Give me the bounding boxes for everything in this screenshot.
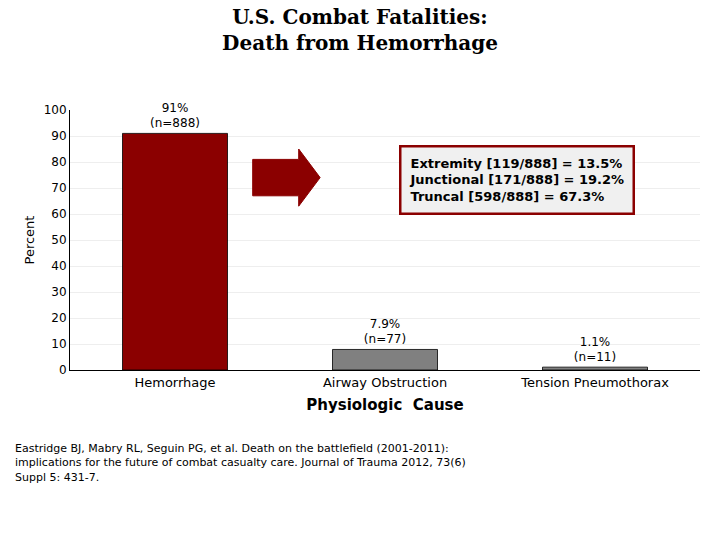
svg-text:1.1%(n=11): 1.1%(n=11) <box>574 335 616 365</box>
svg-text:60: 60 <box>51 207 66 221</box>
svg-text:Physiologic Cause: Physiologic Cause <box>306 396 463 414</box>
svg-text:Eastridge BJ, Mabry RL, Seguin: Eastridge BJ, Mabry RL, Seguin PG, et al… <box>15 442 466 484</box>
svg-text:80: 80 <box>51 155 66 169</box>
svg-text:90: 90 <box>51 129 66 143</box>
svg-text:Airway Obstruction: Airway Obstruction <box>323 375 447 390</box>
svg-text:70: 70 <box>51 181 66 195</box>
svg-text:Hemorrhage: Hemorrhage <box>134 375 215 390</box>
svg-text:50: 50 <box>51 233 66 247</box>
svg-text:Tension Pneumothorax: Tension Pneumothorax <box>520 375 669 390</box>
svg-text:30: 30 <box>51 285 66 299</box>
svg-text:100: 100 <box>44 103 67 117</box>
svg-text:40: 40 <box>51 259 66 273</box>
svg-text:91%(n=888): 91%(n=888) <box>150 101 200 131</box>
svg-text:Percent: Percent <box>22 216 37 265</box>
svg-text:20: 20 <box>51 311 66 325</box>
svg-text:7.9%(n=77): 7.9%(n=77) <box>364 317 406 347</box>
svg-text:0: 0 <box>59 363 67 377</box>
svg-text:Extremity [119/888] = 13.5%Jun: Extremity [119/888] = 13.5%Junctional [1… <box>410 156 625 205</box>
svg-text:U.S. Combat Fatalities:Death f: U.S. Combat Fatalities:Death from Hemorr… <box>222 5 498 55</box>
svg-text:10: 10 <box>51 337 66 351</box>
